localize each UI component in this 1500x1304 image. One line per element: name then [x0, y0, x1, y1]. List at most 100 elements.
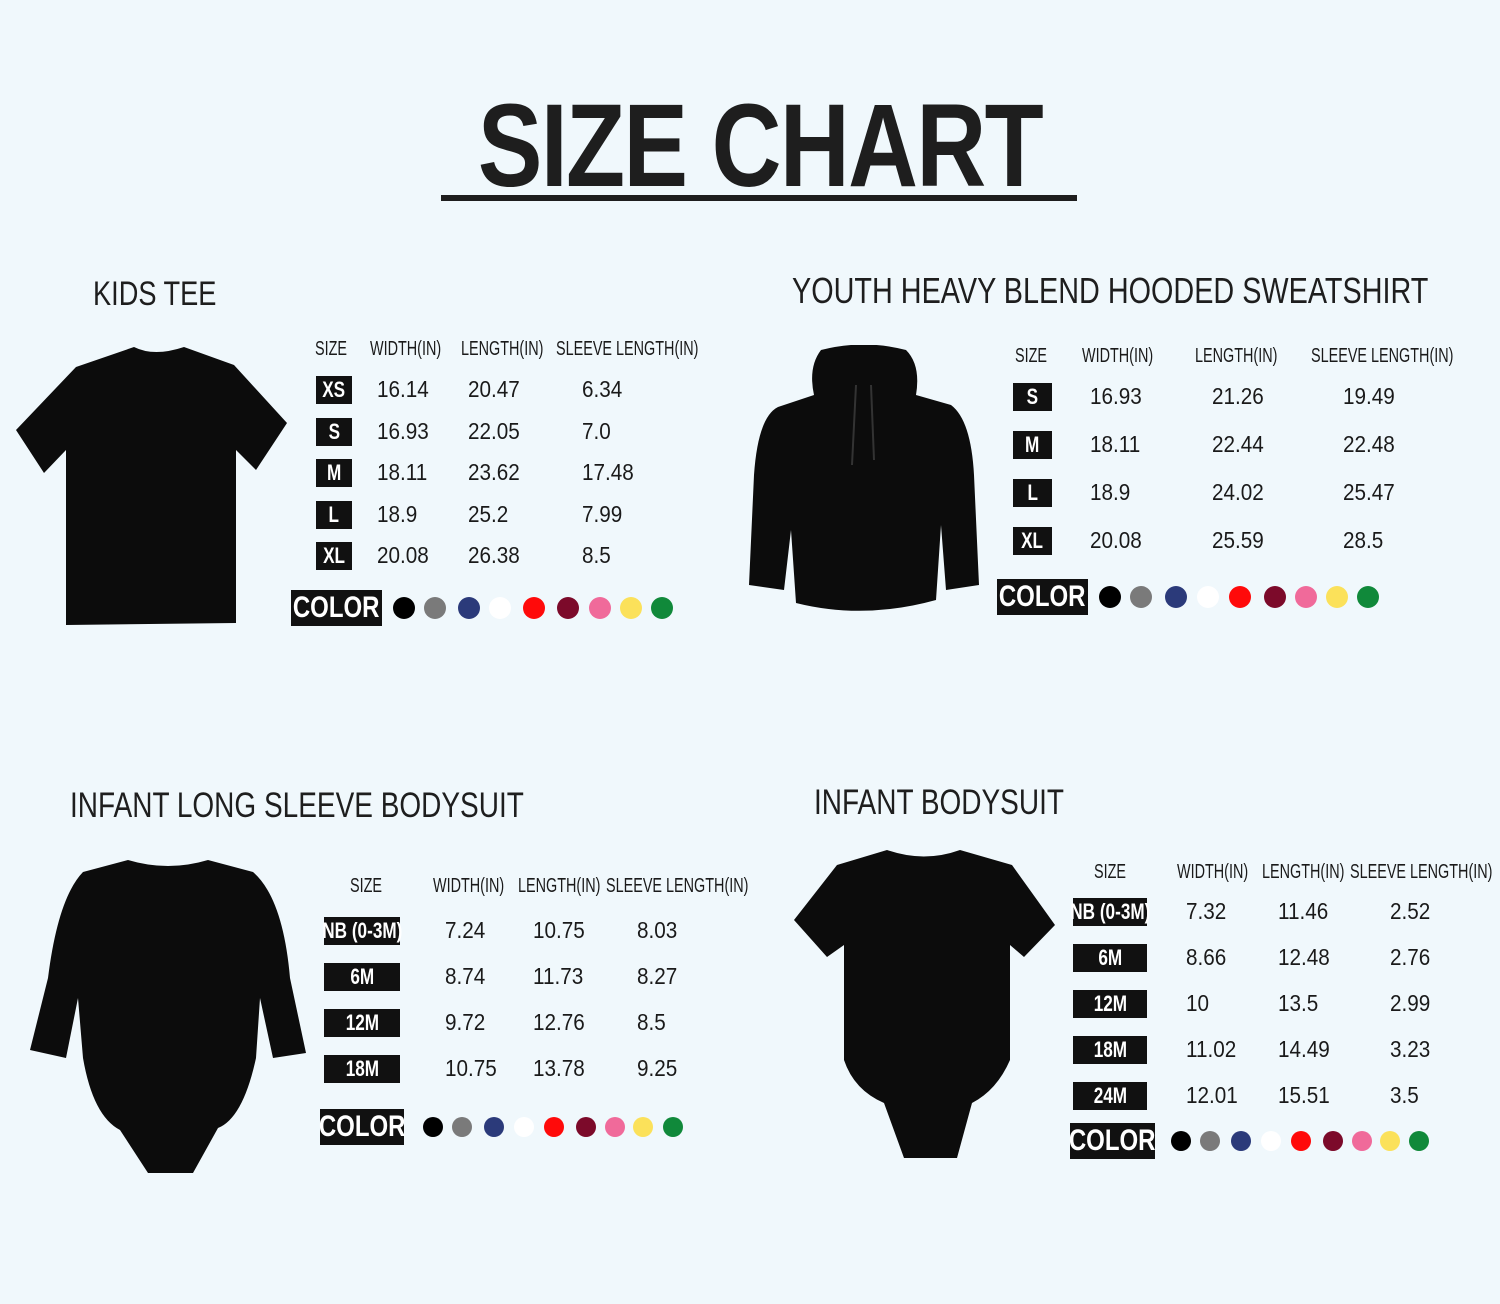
cell-length: 25.59: [1212, 527, 1264, 553]
color-swatch-red: [544, 1117, 564, 1137]
size-badge: XL: [1013, 527, 1052, 555]
column-header-length: LENGTH(IN): [1262, 861, 1345, 883]
tshirt-icon: [16, 347, 287, 625]
cell-sleeve: 8.5: [582, 542, 611, 568]
column-header-sleeve: SLEEVE LENGTH(IN): [1311, 345, 1454, 367]
cell-length: 15.51: [1278, 1082, 1330, 1108]
column-header-size: SIZE: [1094, 861, 1127, 883]
color-swatch-green: [1409, 1131, 1429, 1151]
cell-width: 20.08: [1090, 527, 1142, 553]
cell-length: 13.5: [1278, 990, 1319, 1016]
color-label: COLOR: [997, 579, 1088, 615]
color-swatch-red: [523, 597, 545, 619]
size-label: M: [326, 460, 342, 485]
cell-length: 23.62: [468, 459, 520, 485]
color-swatch-pink: [589, 597, 611, 619]
column-header-length: LENGTH(IN): [1195, 345, 1278, 367]
cell-length: 10.75: [533, 917, 585, 943]
color-swatch-yellow: [1326, 586, 1348, 608]
cell-width: 10.75: [445, 1055, 497, 1081]
color-swatch-black: [393, 597, 415, 619]
page-title: SIZE CHART: [477, 80, 1044, 212]
color-swatch-maroon: [557, 597, 579, 619]
section-title: KIDS TEE: [93, 275, 217, 313]
color-swatch-pink: [1352, 1131, 1372, 1151]
cell-sleeve: 9.25: [637, 1055, 678, 1081]
size-label: XL: [323, 543, 345, 568]
cell-width: 18.9: [377, 501, 418, 527]
column-header-width: WIDTH(IN): [1082, 345, 1154, 367]
color-label: COLOR: [1069, 1123, 1156, 1159]
size-label: 18M: [1093, 1037, 1127, 1062]
size-badge: NB (0-3M): [1070, 898, 1150, 926]
cell-length: 24.02: [1212, 479, 1264, 505]
section-title: INFANT LONG SLEEVE BODYSUIT: [70, 786, 524, 825]
cell-length: 12.48: [1278, 944, 1330, 970]
cell-length: 12.76: [533, 1009, 585, 1035]
size-label: S: [1026, 384, 1039, 409]
color-swatch-yellow: [620, 597, 642, 619]
size-label: 6M: [350, 964, 374, 989]
color-swatch-gray: [424, 597, 446, 619]
size-badge: M: [316, 459, 352, 487]
size-badge: S: [1013, 383, 1052, 411]
column-header-sleeve: SLEEVE LENGTH(IN): [556, 338, 699, 360]
size-badge: 24M: [1073, 1082, 1147, 1110]
size-label: NB (0-3M): [321, 918, 403, 943]
color-swatch-yellow: [633, 1117, 653, 1137]
color-label: COLOR: [319, 1109, 405, 1145]
size-label: 24M: [1093, 1083, 1127, 1108]
color-label: COLOR: [291, 590, 382, 626]
color-swatch-white: [1261, 1131, 1281, 1151]
color-swatch-white: [489, 597, 511, 619]
column-header-sleeve: SLEEVE LENGTH(IN): [1350, 861, 1493, 883]
cell-width: 11.02: [1186, 1036, 1237, 1062]
cell-sleeve: 19.49: [1343, 383, 1395, 409]
cell-width: 12.01: [1186, 1082, 1238, 1108]
color-swatch-maroon: [576, 1117, 596, 1137]
color-swatch-gray: [1200, 1131, 1220, 1151]
color-swatch-black: [1171, 1131, 1191, 1151]
color-swatch-maroon: [1264, 586, 1286, 608]
size-badge: L: [1013, 479, 1052, 507]
section-title: YOUTH HEAVY BLEND HOODED SWEATSHIRT: [792, 270, 1429, 311]
cell-width: 16.93: [1090, 383, 1142, 409]
size-label: 12M: [345, 1010, 379, 1035]
color-swatch-navy: [458, 597, 480, 619]
color-swatch-green: [663, 1117, 683, 1137]
size-badge: NB (0-3M): [321, 917, 403, 945]
size-label: L: [1027, 480, 1038, 505]
column-header-size: SIZE: [1015, 345, 1048, 367]
size-label: S: [328, 419, 340, 444]
cell-sleeve: 8.03: [637, 917, 678, 943]
cell-width: 18.9: [1090, 479, 1131, 505]
color-swatch-red: [1229, 586, 1251, 608]
cell-sleeve: 2.76: [1390, 944, 1431, 970]
color-swatch-gray: [1130, 586, 1152, 608]
column-header-length: LENGTH(IN): [461, 338, 544, 360]
column-header-sleeve: SLEEVE LENGTH(IN): [606, 875, 749, 897]
hoodie-icon: [749, 345, 979, 611]
cell-width: 10: [1186, 990, 1210, 1016]
cell-sleeve: 8.27: [637, 963, 678, 989]
color-swatch-red: [1291, 1131, 1311, 1151]
column-header-size: SIZE: [315, 338, 348, 360]
column-header-width: WIDTH(IN): [433, 875, 505, 897]
cell-sleeve: 7.0: [582, 418, 611, 444]
size-badge: 6M: [324, 963, 400, 991]
cell-length: 22.44: [1212, 431, 1264, 457]
color-swatch-navy: [484, 1117, 504, 1137]
color-swatch-black: [1099, 586, 1121, 608]
cell-width: 7.32: [1186, 898, 1227, 924]
color-swatch-white: [514, 1117, 534, 1137]
cell-width: 18.11: [377, 459, 428, 485]
cell-length: 22.05: [468, 418, 520, 444]
cell-sleeve: 2.99: [1390, 990, 1431, 1016]
size-badge: L: [316, 501, 352, 529]
size-label: 6M: [1098, 945, 1122, 970]
color-swatch-maroon: [1323, 1131, 1343, 1151]
bodysuit-icon: [794, 850, 1055, 1158]
cell-sleeve: 17.48: [582, 459, 634, 485]
cell-width: 8.74: [445, 963, 486, 989]
cell-sleeve: 3.5: [1390, 1082, 1419, 1108]
